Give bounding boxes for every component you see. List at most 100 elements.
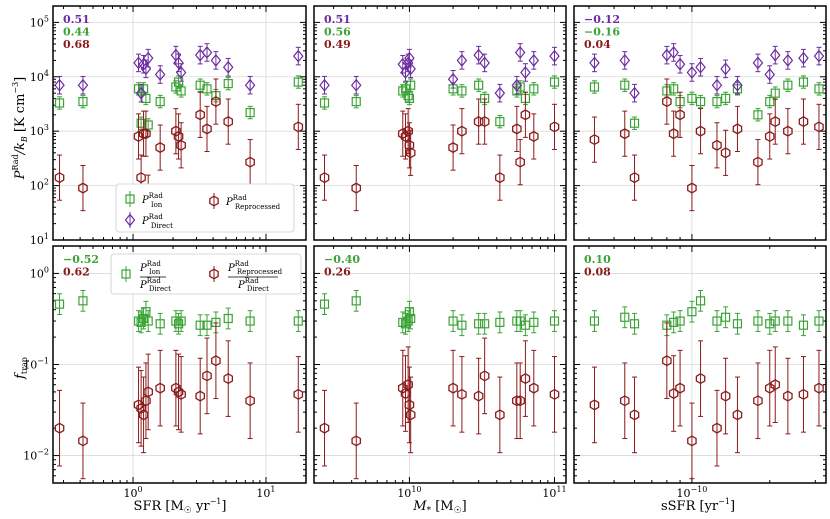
point-ion bbox=[173, 319, 184, 329]
point-reprocessed bbox=[770, 116, 781, 128]
point-ion bbox=[687, 307, 697, 317]
point-ion bbox=[403, 91, 413, 101]
point-ion bbox=[78, 96, 88, 107]
point-ion bbox=[351, 96, 361, 107]
point-ion bbox=[319, 98, 330, 108]
point-direct bbox=[494, 86, 506, 100]
series-reprocessed bbox=[54, 78, 304, 221]
point-ion bbox=[457, 320, 467, 330]
legend-marker-ion-ratio bbox=[121, 269, 131, 279]
point-direct bbox=[549, 49, 560, 63]
correlation-value: −0.16 bbox=[584, 26, 620, 39]
plot-frame bbox=[573, 5, 827, 241]
point-ion bbox=[620, 80, 630, 90]
point-reprocessed bbox=[687, 435, 697, 447]
point-reprocessed bbox=[675, 109, 685, 121]
point-ion bbox=[589, 82, 600, 92]
series-ion bbox=[54, 75, 303, 132]
point-reprocessed bbox=[155, 382, 165, 394]
correlation-value: 0.56 bbox=[324, 26, 351, 39]
legend-label-direct: PRad Direct bbox=[141, 213, 173, 230]
point-reprocessed bbox=[78, 182, 88, 194]
point-reprocessed bbox=[293, 121, 304, 133]
point-direct bbox=[520, 66, 531, 79]
point-ion bbox=[695, 296, 706, 306]
point-ion bbox=[319, 299, 330, 309]
point-ion bbox=[406, 80, 416, 90]
point-reprocessed bbox=[814, 121, 824, 133]
point-reprocessed bbox=[397, 128, 408, 140]
point-direct bbox=[619, 53, 631, 67]
point-reprocessed bbox=[405, 147, 416, 159]
point-reprocessed bbox=[662, 96, 672, 108]
x-tick-label: 100 bbox=[123, 485, 142, 500]
point-reprocessed bbox=[720, 147, 731, 159]
point-reprocessed bbox=[457, 125, 467, 137]
point-reprocessed bbox=[515, 156, 525, 168]
point-direct bbox=[720, 62, 731, 76]
point-ion bbox=[293, 77, 303, 87]
point-reprocessed bbox=[78, 435, 88, 447]
y-tick-label: 100 bbox=[30, 265, 49, 280]
correlation-value: 0.68 bbox=[63, 38, 90, 51]
bottom-y-axis-label: ftrap bbox=[13, 357, 29, 380]
correlation-value: 0.44 bbox=[63, 26, 90, 39]
point-ion bbox=[721, 93, 731, 104]
point-reprocessed bbox=[171, 125, 181, 137]
point-ion bbox=[770, 88, 780, 98]
point-direct bbox=[350, 78, 362, 92]
point-reprocessed bbox=[195, 390, 206, 402]
point-ion bbox=[223, 313, 233, 324]
panel-top-middle: 0.510.560.49 bbox=[313, 5, 567, 241]
point-ion bbox=[155, 319, 165, 329]
point-ion bbox=[176, 86, 186, 96]
point-ion bbox=[404, 93, 415, 104]
point-reprocessed bbox=[293, 388, 304, 400]
point-reprocessed bbox=[211, 355, 221, 367]
point-ion bbox=[529, 84, 539, 94]
point-ion bbox=[351, 296, 361, 306]
point-ion bbox=[549, 316, 560, 326]
plot-frame bbox=[52, 5, 307, 241]
correlation-value: 0.49 bbox=[324, 38, 351, 51]
point-direct bbox=[479, 56, 490, 70]
point-reprocessed bbox=[662, 355, 672, 367]
point-reprocessed bbox=[798, 388, 809, 400]
point-direct bbox=[201, 46, 213, 59]
point-ion bbox=[54, 98, 65, 108]
point-direct bbox=[752, 56, 764, 70]
point-reprocessed bbox=[351, 435, 362, 447]
correlation-value: 0.04 bbox=[584, 38, 611, 51]
point-reprocessed bbox=[814, 382, 824, 394]
svg-text:ftrap: ftrap bbox=[13, 357, 29, 380]
point-reprocessed bbox=[515, 395, 525, 407]
point-reprocessed bbox=[54, 422, 65, 434]
point-direct bbox=[244, 78, 256, 92]
point-ion bbox=[398, 86, 408, 96]
legend-box bbox=[115, 183, 295, 233]
point-reprocessed bbox=[136, 402, 146, 414]
point-ion bbox=[669, 84, 679, 94]
x-axis-label-mstar: M* [M☉] bbox=[412, 499, 466, 516]
series-reprocessed bbox=[319, 91, 560, 212]
point-ion bbox=[529, 317, 539, 327]
point-direct bbox=[54, 78, 65, 92]
series-direct bbox=[589, 43, 825, 103]
point-reprocessed bbox=[712, 422, 722, 434]
y-tick-label: 104 bbox=[30, 69, 49, 84]
point-ion bbox=[171, 316, 181, 326]
point-reprocessed bbox=[687, 182, 697, 194]
point-reprocessed bbox=[473, 390, 484, 402]
x-tick-label: 1011 bbox=[542, 485, 566, 500]
point-reprocessed bbox=[619, 128, 630, 140]
series-ion bbox=[589, 75, 824, 130]
point-ion bbox=[695, 96, 706, 107]
point-reprocessed bbox=[404, 139, 415, 151]
series-reprocessed bbox=[319, 337, 560, 480]
point-reprocessed bbox=[512, 395, 522, 407]
legend-reprocessed-ratio-numerator: PRad Reprocessed bbox=[227, 260, 283, 276]
point-ion bbox=[176, 316, 186, 326]
point-direct bbox=[528, 53, 540, 67]
x-tick-label: 1010 bbox=[397, 485, 421, 500]
legend-marker-direct bbox=[124, 213, 136, 227]
